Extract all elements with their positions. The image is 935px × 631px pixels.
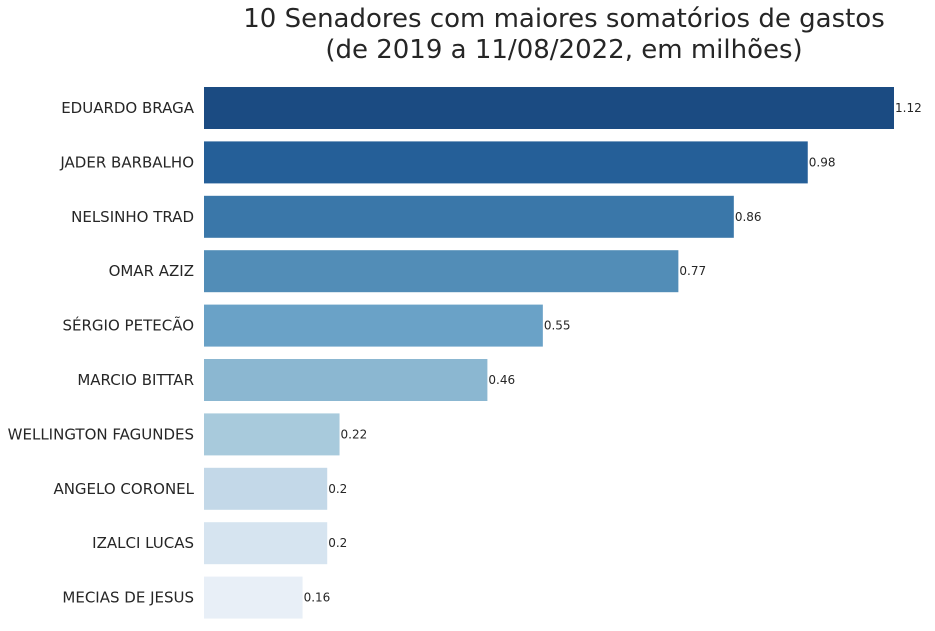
data-label: 0.77 (679, 264, 706, 278)
data-label: 0.86 (735, 210, 762, 224)
data-label: 0.2 (328, 482, 347, 496)
category-label: SÉRGIO PETECÃO (63, 316, 194, 335)
bar (204, 195, 734, 238)
data-label: 1.12 (895, 101, 922, 115)
bar (204, 304, 543, 347)
chart-title-line-1: 10 Senadores com maiores somatórios de g… (243, 4, 885, 34)
category-label: JADER BARBALHO (59, 153, 194, 171)
bar (204, 250, 679, 293)
bar (204, 413, 340, 456)
bar (204, 576, 303, 619)
category-label: OMAR AZIZ (109, 262, 194, 280)
bar (204, 522, 328, 565)
data-label: 0.46 (488, 373, 515, 387)
bar (204, 87, 894, 129)
data-label: 0.22 (341, 427, 368, 441)
chart-title: 10 Senadores com maiores somatórios de g… (204, 4, 924, 66)
data-label: 0.2 (328, 536, 347, 550)
bar (204, 141, 808, 184)
data-label: 0.16 (304, 591, 331, 605)
category-label: IZALCI LUCAS (92, 534, 194, 552)
category-label: EDUARDO BRAGA (61, 99, 195, 117)
category-label: NELSINHO TRAD (71, 208, 194, 226)
category-label: MECIAS DE JESUS (62, 589, 194, 607)
bar (204, 359, 488, 401)
data-label: 0.55 (544, 319, 571, 333)
bar (204, 467, 328, 510)
chart-title-line-2: (de 2019 a 11/08/2022, em milhões) (325, 35, 803, 65)
category-label: WELLINGTON FAGUNDES (8, 425, 194, 443)
data-label: 0.98 (809, 155, 836, 169)
category-label: ANGELO CORONEL (53, 480, 194, 498)
category-label: MARCIO BITTAR (77, 371, 194, 389)
